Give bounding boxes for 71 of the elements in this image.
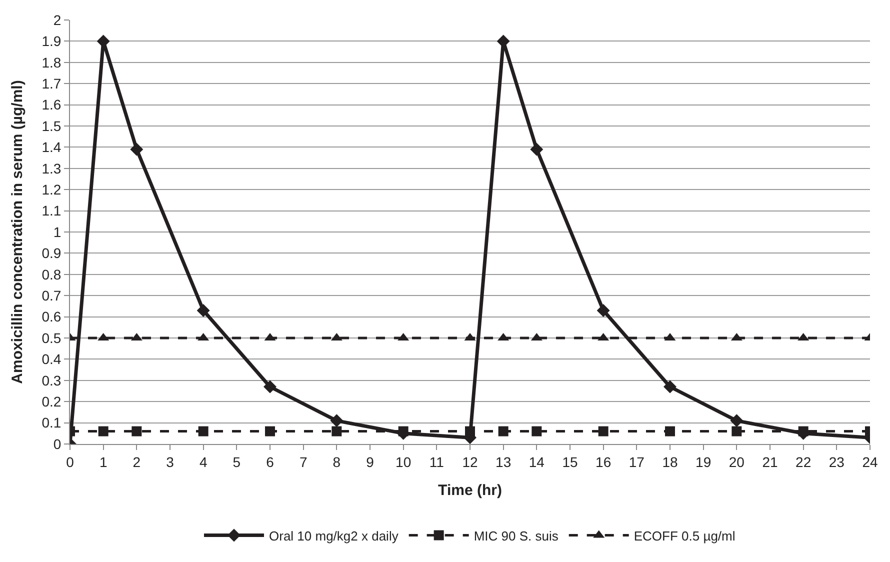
x-tick-label: 18: [662, 454, 678, 470]
y-axis-title: Amoxicillin concentration in serum (µg/ml): [8, 80, 26, 384]
point: [264, 380, 276, 394]
x-tick-label: 5: [232, 454, 241, 470]
point: [664, 380, 676, 394]
x-tick-label: 19: [696, 454, 712, 470]
x-tick-label: 10: [396, 454, 412, 470]
y-tick-label: 1.2: [42, 182, 62, 198]
point: [498, 426, 508, 436]
x-tick-label: 12: [462, 454, 478, 470]
y-tick-label: 0: [53, 436, 62, 452]
point: [596, 304, 610, 317]
legend-label: MIC 90 S. suis: [474, 528, 559, 544]
x-tick-label: 11: [429, 454, 444, 470]
x-tick-label: 0: [66, 454, 74, 470]
x-tick-label: 21: [762, 454, 778, 470]
point: [330, 414, 344, 428]
x-tick-label: 6: [266, 454, 274, 470]
y-tick-label: 1.4: [42, 139, 62, 156]
x-tick-label: 1: [99, 454, 108, 470]
y-tick-label: 0.3: [42, 372, 62, 388]
y-tick-label: 0.7: [42, 288, 62, 304]
y-tick-label: 0.6: [42, 308, 62, 325]
point: [332, 426, 342, 436]
x-tick-label: 14: [528, 454, 545, 470]
x-tick-label: 8: [332, 454, 341, 470]
point: [530, 142, 544, 156]
x-tick-label: 9: [366, 454, 374, 470]
y-tick-label: 1.6: [42, 96, 62, 113]
point: [732, 426, 742, 436]
x-tick-label: 16: [596, 454, 612, 470]
y-tick-label: 1.5: [42, 118, 62, 134]
y-tick-label: 2: [53, 12, 62, 28]
x-tick-label: 2: [132, 454, 141, 470]
y-tick-label: 0.9: [42, 245, 62, 262]
point: [196, 304, 210, 317]
x-tick-label: 24: [862, 454, 878, 470]
point: [98, 426, 108, 436]
x-tick-label: 3: [166, 454, 174, 470]
point: [532, 426, 542, 436]
y-tick-label: 0.8: [42, 266, 62, 282]
x-tick-label: 23: [828, 454, 845, 470]
point: [665, 426, 675, 436]
point: [130, 142, 144, 156]
y-tick-label: 0.2: [42, 394, 62, 410]
y-tick-label: 1: [53, 224, 62, 240]
legend-label: ECOFF 0.5 µg/ml: [634, 528, 736, 544]
y-tick-label: 1.8: [42, 54, 62, 70]
x-tick-label: 13: [496, 454, 512, 470]
y-tick-label: 0.4: [42, 351, 62, 368]
point: [96, 34, 110, 48]
point: [265, 426, 275, 436]
x-axis-title: Time (hr): [438, 482, 502, 499]
x-tick-label: 15: [562, 454, 578, 470]
y-tick-label: 0.1: [42, 414, 62, 431]
x-tick-label: 20: [728, 454, 745, 470]
x-tick-label: 7: [299, 454, 308, 470]
y-tick-label: 1.9: [42, 33, 62, 50]
legend-label: Oral 10 mg/kg2 x daily: [269, 528, 399, 544]
y-tick-label: 1.3: [42, 160, 62, 176]
point: [132, 426, 142, 436]
point: [730, 414, 744, 428]
x-tick-label: 22: [796, 454, 812, 470]
y-tick-label: 1.7: [42, 76, 62, 92]
point: [598, 426, 608, 436]
y-tick-label: 0.5: [42, 330, 62, 346]
point: [198, 426, 208, 436]
x-tick-label: 4: [199, 454, 208, 470]
point: [496, 34, 510, 48]
x-tick-label: 17: [628, 454, 645, 470]
y-tick-label: 1.1: [42, 202, 62, 219]
